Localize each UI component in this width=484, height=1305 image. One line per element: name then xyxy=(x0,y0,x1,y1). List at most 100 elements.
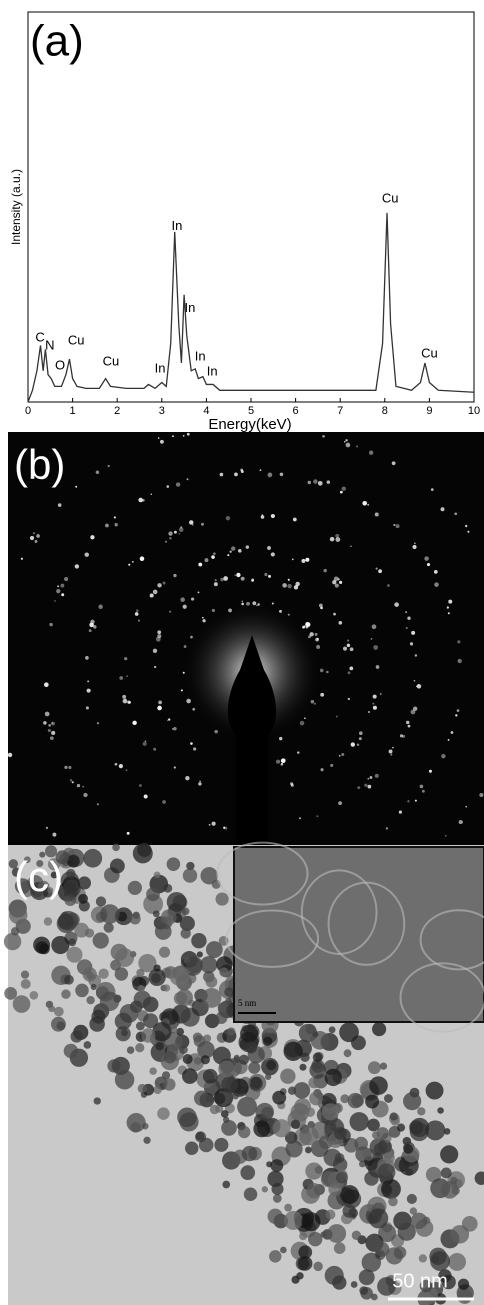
nanoparticle xyxy=(55,850,70,865)
nanoparticle xyxy=(137,985,145,993)
peak-label: N xyxy=(45,337,54,352)
diffraction-spot xyxy=(280,762,284,766)
diffraction-spot xyxy=(32,532,36,535)
nanoparticle xyxy=(107,1059,121,1073)
diffraction-spot xyxy=(305,557,310,562)
diffraction-spot xyxy=(75,485,78,488)
diffraction-spot xyxy=(158,700,162,705)
nanoparticle xyxy=(200,867,218,885)
diffraction-spot xyxy=(48,724,52,727)
nanoparticle xyxy=(154,923,172,940)
diffraction-spot xyxy=(93,625,97,629)
peak-label: Cu xyxy=(68,333,85,348)
nanoparticle xyxy=(148,968,166,987)
diffraction-spot xyxy=(191,523,194,526)
diffraction-spot xyxy=(74,564,80,569)
peak-label: In xyxy=(172,218,183,233)
nanoparticle xyxy=(126,1113,146,1133)
nanoparticle xyxy=(182,1053,193,1065)
diffraction-spot xyxy=(241,602,244,606)
diffraction-spot xyxy=(214,729,218,734)
diffraction-spot xyxy=(252,601,257,606)
diffraction-spot xyxy=(335,533,340,538)
diffraction-spot xyxy=(379,692,382,695)
diffraction-spot xyxy=(68,765,72,770)
diffraction-spot xyxy=(143,794,148,799)
diffraction-spot xyxy=(220,577,224,582)
diffraction-spot xyxy=(7,752,13,758)
diffraction-spot xyxy=(367,784,372,789)
diffraction-spot xyxy=(168,718,171,721)
nanoparticle xyxy=(384,1094,393,1103)
diffraction-spot xyxy=(424,556,429,561)
diffraction-spot xyxy=(415,685,418,688)
diffraction-spot xyxy=(157,583,162,588)
peak-label: In xyxy=(195,349,206,364)
peak-label: O xyxy=(55,358,65,373)
diffraction-spot xyxy=(105,523,109,528)
nanoparticle xyxy=(155,1042,164,1051)
diffraction-spot xyxy=(208,823,211,826)
nanoparticle xyxy=(191,933,207,949)
diffraction-spot xyxy=(391,461,396,466)
nanoparticle xyxy=(372,1022,387,1037)
diffraction-spot xyxy=(362,500,367,506)
nanoparticle xyxy=(334,1153,345,1164)
nanoparticle xyxy=(44,845,58,858)
nanoparticle xyxy=(437,1107,444,1114)
diffraction-spot xyxy=(47,728,51,733)
nanoparticle xyxy=(367,1061,381,1075)
diffraction-spot xyxy=(412,706,418,711)
diffraction-spot xyxy=(407,616,411,620)
nanoparticle xyxy=(112,843,120,852)
diffraction-spot xyxy=(142,498,145,502)
nanoparticle xyxy=(284,1203,293,1212)
nanoparticle xyxy=(270,1159,284,1172)
diffraction-spot xyxy=(267,472,273,478)
nanoparticle xyxy=(146,887,160,902)
diffraction-spot xyxy=(132,720,137,726)
nanoparticle xyxy=(50,1016,66,1032)
diffraction-spot xyxy=(241,600,244,603)
diffraction-spot xyxy=(49,736,54,741)
diffraction-spot xyxy=(405,611,408,614)
diffraction-spot xyxy=(192,707,196,711)
diffraction-spot xyxy=(139,556,145,561)
nanoparticle xyxy=(221,1076,239,1094)
nanoparticle xyxy=(219,967,229,977)
nanoparticle xyxy=(328,1026,336,1034)
nanoparticle xyxy=(280,1246,287,1254)
spectrum-line xyxy=(27,212,475,403)
nanoparticle xyxy=(143,1013,159,1029)
inset-grain xyxy=(419,909,484,971)
nanoparticle xyxy=(70,1030,83,1043)
diffraction-spot xyxy=(329,536,335,542)
diffraction-spot xyxy=(43,682,49,688)
diffraction-spot xyxy=(390,753,393,756)
diffraction-spot xyxy=(234,472,238,477)
nanoparticle xyxy=(12,995,31,1013)
diffraction-spot xyxy=(316,645,321,649)
nanoparticle xyxy=(137,1083,147,1094)
diffraction-spot xyxy=(305,621,310,627)
nanoparticle xyxy=(261,1057,279,1076)
nanoparticle xyxy=(396,1123,406,1132)
diffraction-spot xyxy=(199,780,202,783)
diffraction-spot xyxy=(479,792,484,798)
nanoparticle xyxy=(143,1136,151,1144)
diffraction-spot xyxy=(347,639,350,642)
diffraction-spot xyxy=(338,801,343,806)
nanoparticle xyxy=(351,1230,362,1240)
diffraction-spot xyxy=(182,671,185,674)
diffraction-spot xyxy=(282,583,287,588)
x-tick-label: 6 xyxy=(293,405,299,417)
diffraction-spot xyxy=(322,434,325,438)
nanoparticle xyxy=(163,883,173,893)
nanoparticle xyxy=(369,1076,388,1095)
peak-label: Cu xyxy=(382,191,399,206)
nanoparticle xyxy=(474,1171,484,1185)
diffraction-spot xyxy=(227,554,230,557)
nanoparticle xyxy=(376,1127,389,1140)
nanoparticle xyxy=(66,868,76,879)
diffraction-spot xyxy=(154,665,157,669)
